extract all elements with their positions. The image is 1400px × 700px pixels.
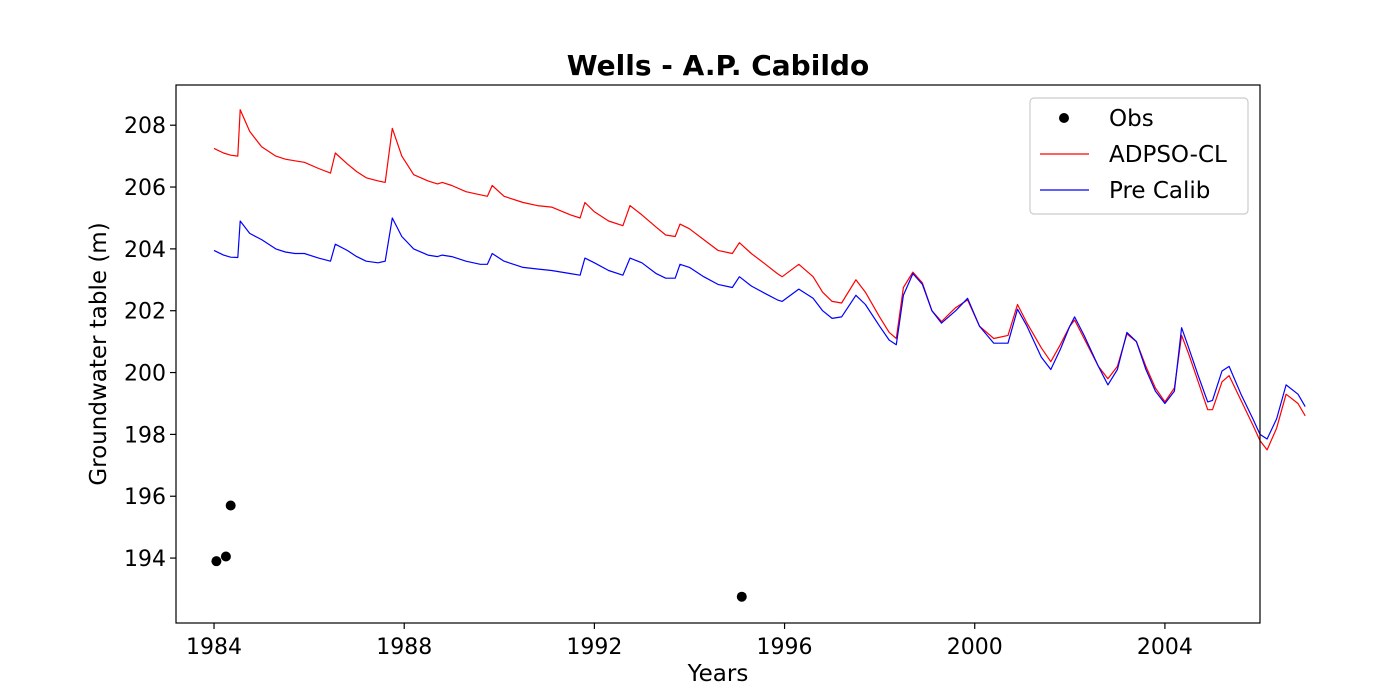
x-tick-label: 1992 [566, 635, 622, 660]
obs-point [225, 500, 236, 511]
obs-point [736, 591, 747, 602]
y-tick-label: 206 [124, 176, 166, 201]
y-tick-label: 194 [124, 547, 166, 572]
x-tick-label: 2000 [947, 635, 1003, 660]
legend-marker-obs [1059, 113, 1069, 123]
y-tick-label: 208 [124, 114, 166, 139]
y-tick-label: 204 [124, 238, 166, 263]
axes-frame [175, 84, 1261, 624]
legend-box [1029, 97, 1249, 215]
x-tick-label: 1996 [757, 635, 813, 660]
legend-label-adpso-cl: ADPSO-CL [1109, 142, 1227, 168]
y-axis: 194 196 198 200 202 204 206 208 [124, 114, 176, 572]
obs-point [220, 551, 231, 562]
plot-area [175, 84, 1306, 624]
series-line-adpso-cl [213, 109, 1306, 451]
x-tick-label: 2004 [1137, 635, 1193, 660]
y-tick-label: 196 [124, 485, 166, 510]
series-line-pre-calib [213, 217, 1306, 440]
y-axis-label: Groundwater table (m) [86, 222, 112, 485]
x-axis: 1984 1988 1992 1996 2000 2004 [186, 623, 1193, 660]
x-axis-label: Years [687, 661, 749, 687]
legend-label-pre-calib: Pre Calib [1109, 178, 1210, 204]
y-tick-label: 198 [124, 423, 166, 448]
legend-label-obs: Obs [1109, 106, 1154, 132]
y-tick-label: 202 [124, 300, 166, 325]
x-tick-label: 1988 [376, 635, 432, 660]
series-layer [211, 109, 1306, 602]
chart-title: Wells - A.P. Cabildo [567, 49, 869, 82]
legend: Obs ADPSO-CL Pre Calib [1029, 97, 1249, 215]
y-tick-label: 200 [124, 362, 166, 387]
x-tick-label: 1984 [186, 635, 242, 660]
obs-point [211, 556, 222, 567]
